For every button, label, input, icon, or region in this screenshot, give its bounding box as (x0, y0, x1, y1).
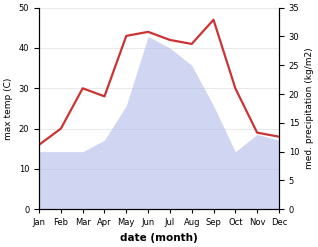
Y-axis label: med. precipitation (kg/m2): med. precipitation (kg/m2) (305, 48, 314, 169)
Y-axis label: max temp (C): max temp (C) (4, 77, 13, 140)
X-axis label: date (month): date (month) (120, 233, 198, 243)
